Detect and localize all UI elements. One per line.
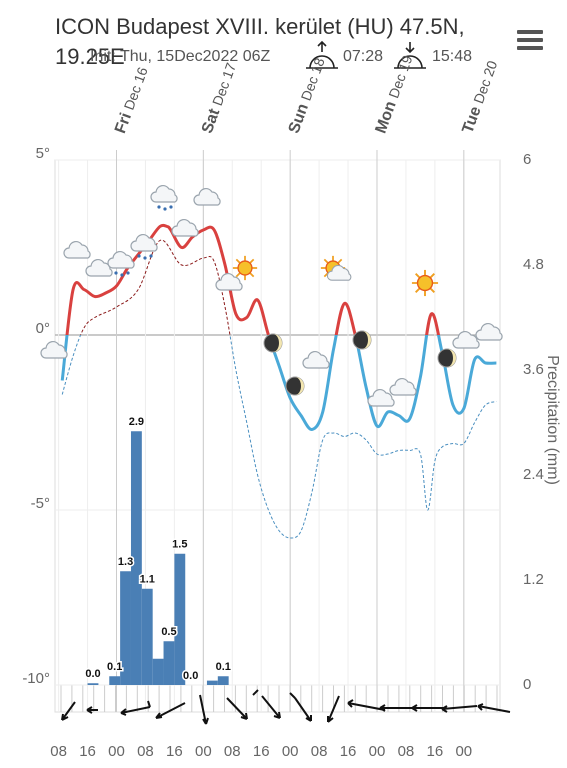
x-tick-label: 00 — [195, 743, 212, 760]
day-label: Fri Dec 16 — [112, 65, 152, 136]
x-tick-label: 16 — [79, 743, 96, 760]
y-tick-label: -5° — [31, 495, 50, 512]
day-date: Dec 18 — [297, 55, 327, 102]
subtitle: Init: Thu, 15Dec2022 06Z — [90, 48, 270, 65]
x-tick-label: 08 — [224, 743, 241, 760]
precipitation-label: 0.0 — [183, 670, 198, 682]
day-name: Fri — [112, 111, 135, 136]
chart-title: ICON Budapest XVIII. kerület (HU) 47.5N,… — [55, 14, 465, 69]
precipitation-bar — [163, 641, 175, 685]
day-date: Dec 19 — [385, 53, 415, 100]
x-tick-label: 00 — [369, 743, 386, 760]
precipitation-bar — [120, 571, 131, 685]
precipitation-label: 2.9 — [129, 416, 144, 428]
precipitation-label: 0.5 — [161, 626, 176, 638]
precipitation-label: 1.1 — [140, 574, 155, 586]
day-name: Mon — [373, 99, 400, 136]
day-name: Sat — [199, 106, 224, 136]
y-tick-label: -10° — [22, 670, 50, 687]
precipitation-bar — [217, 676, 229, 685]
x-tick-label: 08 — [137, 743, 154, 760]
x-tick-label: 16 — [427, 743, 444, 760]
precipitation-label: 1.3 — [118, 556, 133, 568]
precipitation-label: 0.1 — [216, 661, 231, 673]
x-tick-label: 08 — [398, 743, 415, 760]
precipitation-bar — [141, 588, 153, 685]
day-date: Dec 20 — [470, 58, 500, 105]
x-tick-label: 00 — [282, 743, 299, 760]
day-label: Mon Dec 19 — [372, 53, 416, 136]
day-label: Tue Dec 20 — [459, 58, 502, 136]
day-name: Tue — [460, 104, 485, 136]
y2-tick-label: 6 — [523, 151, 531, 168]
sunrise-time: 07:28 — [343, 48, 383, 65]
precipitation-bar — [152, 658, 164, 685]
day-label: Sun Dec 18 — [285, 55, 329, 135]
wind-arrows — [61, 689, 511, 725]
day-date: Dec 17 — [209, 60, 239, 107]
precipitation-label: 0.0 — [85, 668, 100, 680]
y2-tick-label: 2.4 — [523, 466, 544, 483]
precipitation-bar — [109, 676, 121, 685]
sunrise-icon — [306, 40, 426, 69]
day-label: Sat Dec 17 — [199, 60, 241, 135]
precipitation-label: 1.5 — [172, 539, 187, 551]
x-tick-label: 08 — [50, 743, 67, 760]
menu-button[interactable] — [517, 30, 543, 50]
precipitation-bar — [87, 683, 99, 685]
x-tick-label: 00 — [108, 743, 125, 760]
x-tick-label: 16 — [253, 743, 270, 760]
y2-axis-label: Precipitation (mm) — [544, 355, 561, 485]
day-name: Sun — [286, 102, 312, 136]
precipitation-bar — [174, 553, 186, 685]
weather-icons — [40, 186, 503, 407]
precipitation-label: 0.1 — [107, 661, 122, 673]
y-tick-label: 0° — [36, 320, 50, 337]
x-tick-label: 16 — [166, 743, 183, 760]
x-tick-label: 00 — [455, 743, 472, 760]
y2-tick-label: 3.6 — [523, 361, 544, 378]
x-tick-label: 16 — [340, 743, 357, 760]
y2-tick-label: 0 — [523, 676, 531, 693]
y2-tick-label: 4.8 — [523, 256, 544, 273]
sunset-time: 15:48 — [432, 48, 472, 65]
x-tick-label: 08 — [311, 743, 328, 760]
y2-tick-label: 1.2 — [523, 571, 544, 588]
day-date: Dec 16 — [120, 65, 150, 112]
precipitation-bar — [130, 431, 142, 685]
precipitation-bars — [87, 431, 229, 685]
dew-point-line — [61, 239, 497, 539]
y-tick-label: 5° — [36, 145, 50, 162]
precipitation-bar — [206, 680, 218, 685]
